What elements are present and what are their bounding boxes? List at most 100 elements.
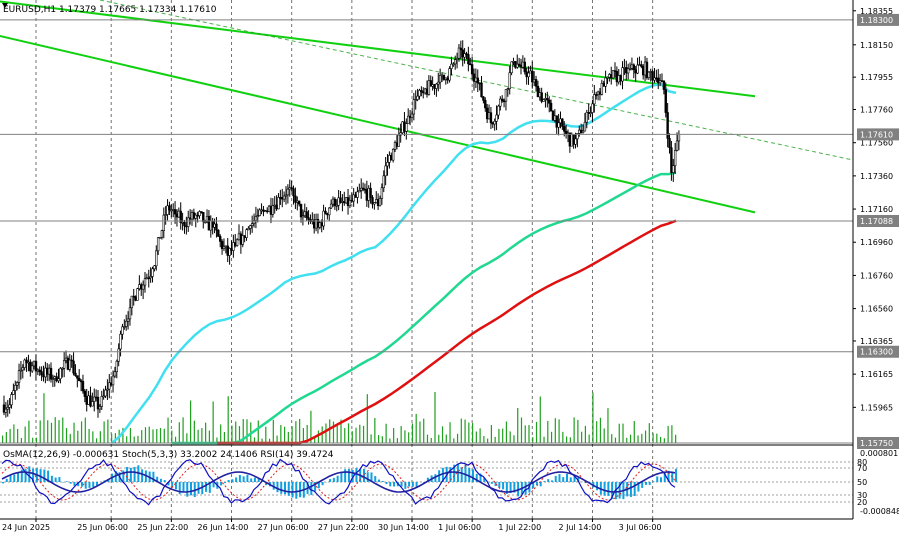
candle-body[interactable] <box>343 201 345 202</box>
candle-body[interactable] <box>514 61 516 67</box>
candle-body[interactable] <box>5 409 7 412</box>
candle-body[interactable] <box>193 213 195 219</box>
candle-body[interactable] <box>499 99 501 106</box>
candle-body[interactable] <box>184 222 186 226</box>
candle-body[interactable] <box>274 205 276 206</box>
candle-body[interactable] <box>127 319 129 321</box>
candle-body[interactable] <box>142 285 144 289</box>
candle-body[interactable] <box>302 216 304 217</box>
candle-body[interactable] <box>11 395 13 405</box>
candle-body[interactable] <box>665 90 667 113</box>
candle-body[interactable] <box>342 201 344 202</box>
candle-body[interactable] <box>567 133 569 134</box>
candle-body[interactable] <box>321 223 323 226</box>
candle-body[interactable] <box>52 379 54 380</box>
candle-body[interactable] <box>95 397 97 398</box>
candle-body[interactable] <box>659 81 661 83</box>
candle-body[interactable] <box>663 81 665 90</box>
candle-body[interactable] <box>637 65 639 73</box>
candle-body[interactable] <box>261 210 263 211</box>
candle-body[interactable] <box>437 82 439 84</box>
candle-body[interactable] <box>524 62 526 72</box>
candle-body[interactable] <box>420 90 422 91</box>
candle-body[interactable] <box>13 391 15 395</box>
candle-body[interactable] <box>655 78 657 79</box>
candle-body[interactable] <box>170 210 172 211</box>
candle-body[interactable] <box>612 71 614 78</box>
candle-body[interactable] <box>601 83 603 94</box>
candle-body[interactable] <box>249 226 251 229</box>
candle-body[interactable] <box>227 246 229 256</box>
candle-body[interactable] <box>456 58 458 59</box>
candle-body[interactable] <box>657 78 659 83</box>
candle-body[interactable] <box>163 215 165 231</box>
candle-body[interactable] <box>137 289 139 301</box>
candle-body[interactable] <box>449 69 451 81</box>
candle-body[interactable] <box>214 224 216 227</box>
candle-body[interactable] <box>595 95 597 96</box>
candle-body[interactable] <box>283 196 285 199</box>
candle-body[interactable] <box>199 212 201 216</box>
candle-body[interactable] <box>300 204 302 217</box>
candle-body[interactable] <box>101 396 103 406</box>
candle-body[interactable] <box>620 75 622 81</box>
candle-body[interactable] <box>669 138 671 147</box>
candle-body[interactable] <box>357 192 359 198</box>
candle-body[interactable] <box>236 240 238 246</box>
candle-body[interactable] <box>35 361 37 371</box>
candle-body[interactable] <box>50 368 52 379</box>
candle-body[interactable] <box>411 114 413 118</box>
candle-body[interactable] <box>263 210 265 211</box>
candle-body[interactable] <box>467 54 469 63</box>
candle-body[interactable] <box>584 122 586 131</box>
candle-body[interactable] <box>330 204 332 208</box>
candle-body[interactable] <box>189 218 191 219</box>
candle-body[interactable] <box>135 297 137 301</box>
candle-body[interactable] <box>123 327 125 328</box>
candle-body[interactable] <box>138 285 140 289</box>
candle-body[interactable] <box>590 113 592 114</box>
candle-body[interactable] <box>246 230 248 238</box>
candle-body[interactable] <box>676 141 678 150</box>
candle-body[interactable] <box>618 75 620 81</box>
candle-body[interactable] <box>640 65 642 67</box>
candle-body[interactable] <box>306 212 308 218</box>
candle-body[interactable] <box>328 208 330 215</box>
candle-body[interactable] <box>625 67 627 73</box>
candle-body[interactable] <box>279 197 281 198</box>
candle-body[interactable] <box>592 104 594 113</box>
candle-body[interactable] <box>78 378 80 381</box>
candle-body[interactable] <box>178 211 180 217</box>
candle-body[interactable] <box>507 89 509 90</box>
candle-body[interactable] <box>125 321 127 326</box>
candle-body[interactable] <box>648 72 650 77</box>
candle-body[interactable] <box>108 383 110 389</box>
candle-body[interactable] <box>635 70 637 73</box>
candle-body[interactable] <box>409 116 411 118</box>
candle-body[interactable] <box>41 372 43 375</box>
candle-body[interactable] <box>530 71 532 73</box>
candle-body[interactable] <box>441 75 443 76</box>
candle-body[interactable] <box>152 269 154 277</box>
candle-body[interactable] <box>445 78 447 80</box>
candle-body[interactable] <box>154 266 156 269</box>
candle-body[interactable] <box>561 119 563 127</box>
candle-body[interactable] <box>97 397 99 409</box>
candle-body[interactable] <box>586 112 588 122</box>
candle-body[interactable] <box>43 375 45 377</box>
candle-body[interactable] <box>114 372 116 376</box>
candle-body[interactable] <box>150 276 152 277</box>
candle-body[interactable] <box>65 358 67 360</box>
candle-body[interactable] <box>610 74 612 78</box>
candle-body[interactable] <box>76 376 78 379</box>
candle-body[interactable] <box>462 50 464 57</box>
candle-body[interactable] <box>159 237 161 238</box>
candle-body[interactable] <box>16 382 18 385</box>
candle-body[interactable] <box>458 48 460 58</box>
candle-body[interactable] <box>603 83 605 86</box>
candle-body[interactable] <box>505 90 507 102</box>
candle-body[interactable] <box>477 78 479 83</box>
candle-body[interactable] <box>575 139 577 144</box>
candle-body[interactable] <box>373 203 375 204</box>
